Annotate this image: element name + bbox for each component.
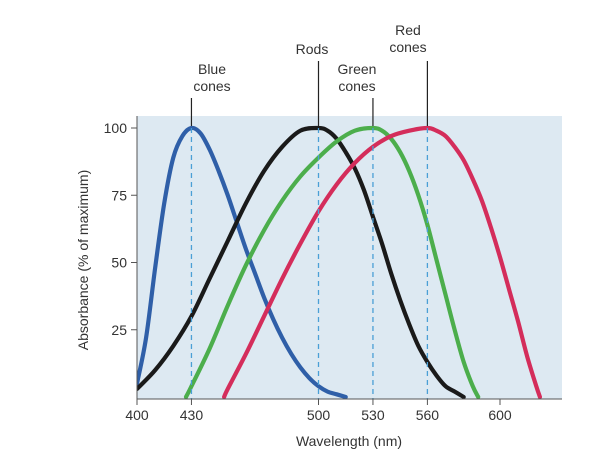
- series-label-green-cones: Green cones: [338, 61, 377, 94]
- x-tick-label-400: 400: [125, 407, 149, 423]
- y-tick-label-100: 100: [104, 120, 128, 136]
- y-tick-label-50: 50: [111, 255, 127, 271]
- x-tick-label-500: 500: [307, 407, 331, 423]
- y-tick-label-75: 75: [111, 187, 127, 203]
- x-tick-label-530: 530: [361, 407, 385, 423]
- curve-green-cones: [183, 125, 481, 399]
- curve-blue-cones: [137, 125, 348, 399]
- series-labels-layer: Blue cones Rods Green cones Red cones: [190, 22, 428, 126]
- x-axis-label: Wavelength (nm): [296, 433, 402, 449]
- curve-red-cones: [222, 125, 543, 399]
- curves-layer: [137, 125, 543, 399]
- peak-markers-layer: [190, 128, 429, 399]
- x-tick-label-600: 600: [488, 407, 512, 423]
- x-tick-label-430: 430: [180, 407, 204, 423]
- series-label-blue-cones: Blue cones: [193, 61, 230, 94]
- series-label-rods: Rods: [296, 41, 329, 57]
- curve-rods: [137, 125, 466, 399]
- axes-layer: 25 50 75 100 400 430 500 530 560 600: [104, 116, 562, 423]
- y-axis-label: Absorbance (% of maximum): [75, 170, 91, 351]
- series-label-red-cones: Red cones: [389, 22, 426, 55]
- x-tick-label-560: 560: [416, 407, 440, 423]
- y-tick-label-25: 25: [111, 322, 127, 338]
